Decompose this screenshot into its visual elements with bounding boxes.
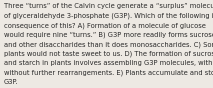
- Text: consequence of this? A) Formation of a molecule of glucose: consequence of this? A) Formation of a m…: [4, 22, 206, 29]
- Text: plants would not taste sweet to us. D) The formation of sucrose: plants would not taste sweet to us. D) T…: [4, 51, 213, 57]
- Text: would require nine “turns.” B) G3P more readily forms sucrose: would require nine “turns.” B) G3P more …: [4, 32, 213, 38]
- Text: and starch in plants involves assembling G3P molecules, with or: and starch in plants involves assembling…: [4, 60, 213, 66]
- Text: Three “turns” of the Calvin cycle generate a “surplus” molecule: Three “turns” of the Calvin cycle genera…: [4, 3, 213, 9]
- Text: and other disaccharides than it does monosaccharides. C) Some: and other disaccharides than it does mon…: [4, 41, 213, 48]
- Text: without further rearrangements. E) Plants accumulate and store: without further rearrangements. E) Plant…: [4, 70, 213, 76]
- Text: G3P.: G3P.: [4, 79, 19, 85]
- Text: of glyceraldehyde 3-phosphate (G3P). Which of the following is a: of glyceraldehyde 3-phosphate (G3P). Whi…: [4, 13, 213, 19]
